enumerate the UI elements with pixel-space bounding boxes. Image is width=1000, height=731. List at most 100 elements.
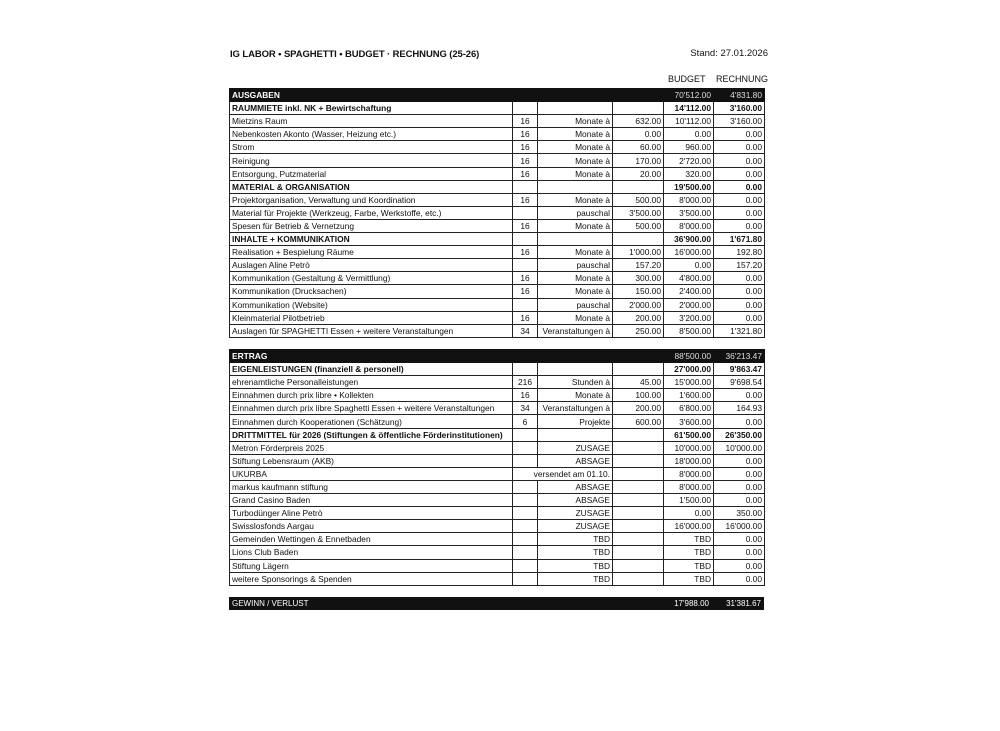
table-row: Gemeinden Wettingen & Ennetbaden TBD TBD 0.…: [229, 532, 765, 547]
row-rechnung: 1'671.80: [713, 232, 765, 247]
row-rechnung: 0.00: [713, 271, 765, 286]
row-rechnung: 0.00: [713, 545, 765, 560]
row-label: EIGENLEISTUNGEN (finanziell & personell): [229, 362, 513, 377]
row-count: [512, 532, 538, 547]
row-budget: 27'000.00: [663, 362, 714, 377]
row-count: [512, 571, 538, 586]
table-row: ehrenamtliche Personalleistungen 216 Stund…: [229, 375, 765, 390]
table-row: Stiftung Lebensraum (AKB) ABSAGE 18'000.00…: [229, 453, 765, 468]
row-rechnung: 0.00: [713, 310, 765, 325]
row-rate: 200.00: [612, 401, 664, 416]
row-unit: pauschal: [537, 297, 613, 312]
row-count: 16: [512, 140, 538, 155]
row-rate: [612, 101, 664, 116]
row-rate: [612, 453, 664, 468]
row-rate: [612, 558, 664, 573]
row-rate: 250.00: [612, 323, 664, 338]
row-rate: 500.00: [612, 192, 664, 207]
row-budget: 16'000.00: [663, 519, 714, 534]
row-unit: [537, 362, 613, 377]
section-title: ERTRAG: [229, 348, 664, 364]
gewinn-label: GEWINN / VERLUST: [232, 599, 309, 608]
row-label: Turbodünger Aline Petrò: [229, 506, 513, 521]
row-rate: 0.00: [612, 127, 664, 142]
row-label: UKURBA: [229, 466, 513, 481]
gewinn-verlust-bar: GEWINN / VERLUST 17'988.00 31'381.67: [229, 597, 764, 610]
ertrag-header-row: ERTRAG 88'500.00 36'213.47: [229, 348, 765, 364]
row-budget: 18'000.00: [663, 453, 714, 468]
row-rechnung: 0.00: [713, 466, 765, 481]
row-rate: 500.00: [612, 218, 664, 234]
row-rechnung: 350.00: [713, 506, 765, 521]
row-rate: [612, 493, 664, 508]
row-budget: TBD: [663, 532, 714, 547]
row-rechnung: 16'000.00: [713, 519, 765, 534]
row-unit: [537, 101, 613, 116]
row-rechnung: 0.00: [713, 127, 765, 142]
row-rechnung: 0.00: [713, 558, 765, 573]
row-rechnung: 0.00: [713, 192, 765, 207]
row-label: MATERIAL & ORGANISATION: [229, 179, 513, 194]
table-row: Entsorgung, Putzmaterial 16 Monate à 20.00 3…: [229, 166, 765, 181]
table-row: Einnahmen durch Kooperationen (Schätzung…: [229, 414, 765, 429]
row-label: Stiftung Lägern: [229, 558, 513, 573]
section-title: AUSGABEN: [229, 87, 664, 103]
row-label: Projektorganisation, Verwaltung und Koor…: [229, 192, 513, 207]
row-budget: 8'000.00: [663, 479, 714, 495]
row-rate: [612, 506, 664, 521]
row-rate: [612, 479, 664, 495]
row-count: [512, 519, 538, 534]
row-rechnung: 0.00: [713, 493, 765, 508]
row-rechnung: 164.93: [713, 401, 765, 416]
row-rate: [612, 362, 664, 377]
row-count: 16: [512, 127, 538, 142]
row-label: Reinigung: [229, 153, 513, 168]
row-count: 16: [512, 153, 538, 168]
row-label: DRITTMITTEL für 2026 (Stiftungen & öffen…: [229, 427, 513, 442]
row-rechnung: 0.00: [713, 284, 765, 299]
row-label: Stiftung Lebensraum (AKB): [229, 453, 513, 468]
row-budget: TBD: [663, 545, 714, 560]
row-unit: Veranstaltungen à: [537, 323, 613, 338]
row-label: Kommunikation (Website): [229, 297, 513, 312]
category-row: RAUMMIETE inkl. NK + Bewirtschaftung 14'1…: [229, 101, 765, 116]
row-rate: 1'000.00: [612, 245, 664, 260]
table-row: Kommunikation (Gestaltung & Vermittlung)…: [229, 271, 765, 286]
table-row: UKURBA versendet am 01.10. 8'000.00 0.00: [229, 466, 765, 481]
row-rechnung: 0.00: [713, 532, 765, 547]
row-count: [512, 179, 538, 194]
row-count: 16: [512, 310, 538, 325]
row-unit: Monate à: [537, 284, 613, 299]
row-budget: 16'000.00: [663, 245, 714, 260]
row-rate: 600.00: [612, 414, 664, 429]
row-unit: Projekte: [537, 414, 613, 429]
row-label: Einnahmen durch prix libre Spaghetti Ess…: [229, 401, 513, 416]
row-count: [512, 453, 538, 468]
row-rechnung: 157.20: [713, 258, 765, 273]
row-count: [512, 297, 538, 312]
row-rechnung: 0.00: [713, 453, 765, 468]
row-budget: 4'800.00: [663, 271, 714, 286]
row-label: Einnahmen durch prix libre • Kollekten: [229, 388, 513, 403]
row-count: [512, 558, 538, 573]
row-rate: 2'000.00: [612, 297, 664, 312]
row-rechnung: 0.00: [713, 479, 765, 495]
row-label: ehrenamtliche Personalleistungen: [229, 375, 513, 390]
row-budget: 15'000.00: [663, 375, 714, 390]
category-row: INHALTE + KOMMUNIKATION 36'900.00 1'671.80: [229, 232, 765, 247]
row-unit: TBD: [537, 571, 613, 586]
row-rate: 300.00: [612, 271, 664, 286]
row-budget: 61'500.00: [663, 427, 714, 442]
row-label: Material für Projekte (Werkzeug, Farbe, …: [229, 205, 513, 220]
row-rate: 157.20: [612, 258, 664, 273]
row-rate: [612, 466, 664, 481]
row-rate: [612, 179, 664, 194]
row-rate: 632.00: [612, 114, 664, 129]
row-budget: TBD: [663, 558, 714, 573]
row-unit: ABSAGE: [537, 453, 613, 468]
row-budget: 36'900.00: [663, 232, 714, 247]
row-rechnung: 0.00: [713, 153, 765, 168]
row-rechnung: 0.00: [713, 297, 765, 312]
ertrag-table: ERTRAG 88'500.00 36'213.47 EIGENLEISTUNGEN …: [229, 348, 765, 586]
row-count: [512, 101, 538, 116]
